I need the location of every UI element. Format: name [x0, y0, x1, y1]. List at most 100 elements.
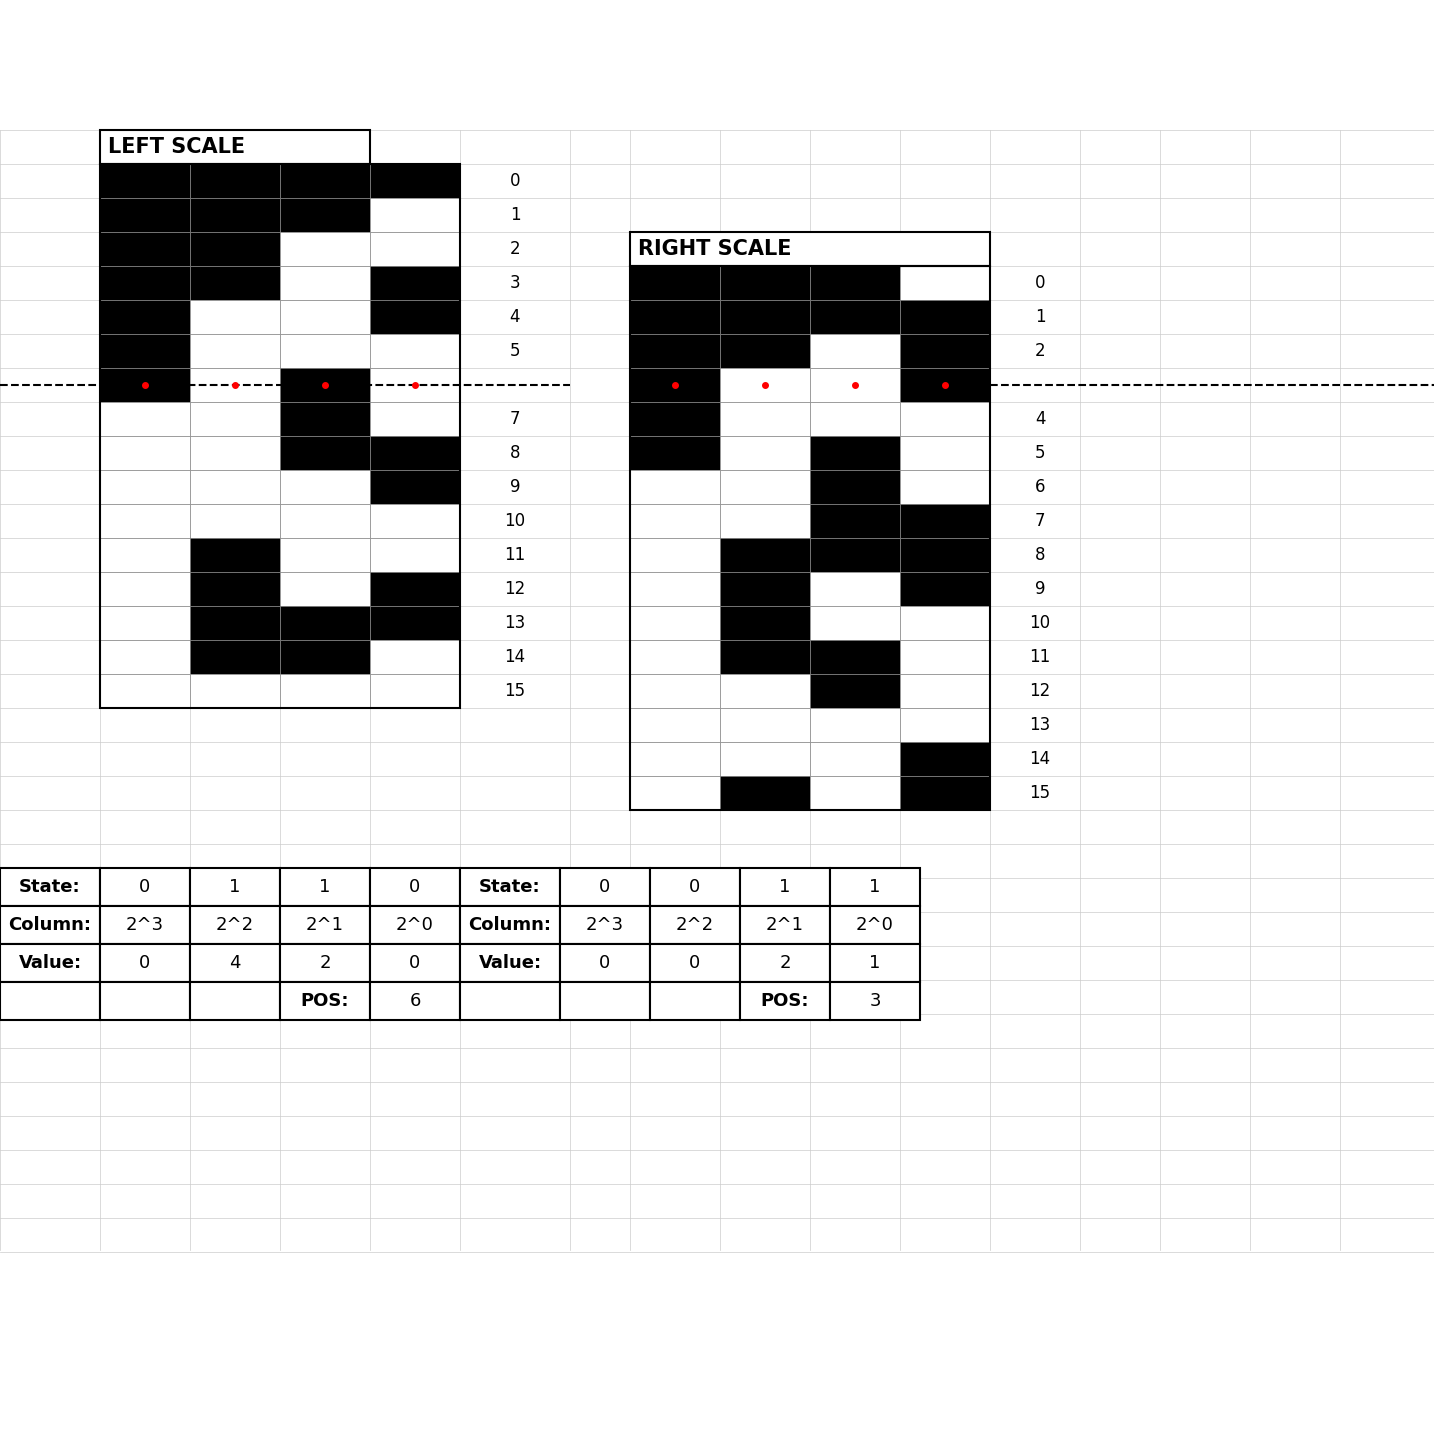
- Bar: [100, 198, 189, 232]
- Bar: [370, 503, 460, 538]
- Bar: [810, 402, 901, 436]
- Text: 3: 3: [509, 274, 521, 293]
- Text: 2: 2: [779, 954, 790, 972]
- Bar: [810, 470, 901, 503]
- Bar: [630, 436, 720, 470]
- Text: 1: 1: [320, 878, 331, 896]
- Bar: [100, 868, 189, 906]
- Text: Column:: Column:: [9, 916, 92, 934]
- Bar: [100, 232, 189, 265]
- Bar: [280, 470, 370, 503]
- Bar: [370, 300, 460, 334]
- Text: 0: 0: [139, 878, 151, 896]
- Text: 2^3: 2^3: [126, 916, 163, 934]
- Bar: [280, 572, 370, 607]
- Bar: [720, 402, 810, 436]
- Bar: [630, 402, 720, 436]
- Bar: [0, 944, 100, 982]
- Text: 2: 2: [1035, 341, 1045, 360]
- Bar: [650, 982, 740, 1020]
- Text: 8: 8: [509, 445, 521, 462]
- Bar: [189, 640, 280, 674]
- Bar: [810, 334, 901, 369]
- Text: 0: 0: [409, 954, 420, 972]
- Text: 1: 1: [229, 878, 241, 896]
- Text: 0: 0: [1035, 274, 1045, 293]
- Bar: [0, 982, 100, 1020]
- Bar: [720, 708, 810, 741]
- Text: 2: 2: [509, 239, 521, 258]
- Bar: [810, 300, 901, 334]
- Bar: [280, 868, 370, 906]
- Bar: [830, 944, 921, 982]
- Bar: [100, 674, 189, 708]
- Text: State:: State:: [479, 878, 541, 896]
- Text: 2^3: 2^3: [587, 916, 624, 934]
- Bar: [740, 982, 830, 1020]
- Bar: [720, 436, 810, 470]
- Bar: [280, 265, 370, 300]
- Bar: [370, 334, 460, 369]
- Bar: [561, 982, 650, 1020]
- Bar: [280, 982, 370, 1020]
- Bar: [100, 402, 189, 436]
- Bar: [901, 470, 989, 503]
- Bar: [370, 198, 460, 232]
- Bar: [189, 198, 280, 232]
- Bar: [630, 265, 989, 810]
- Text: 1: 1: [779, 878, 790, 896]
- Bar: [460, 868, 561, 906]
- Bar: [100, 982, 189, 1020]
- Text: 4: 4: [1035, 410, 1045, 427]
- Bar: [901, 265, 989, 300]
- Bar: [189, 470, 280, 503]
- Text: 0: 0: [599, 878, 611, 896]
- Bar: [100, 640, 189, 674]
- Bar: [189, 607, 280, 640]
- Text: 15: 15: [505, 683, 526, 700]
- Bar: [830, 982, 921, 1020]
- Bar: [901, 776, 989, 810]
- Bar: [280, 640, 370, 674]
- Bar: [100, 130, 370, 163]
- Bar: [100, 334, 189, 369]
- Bar: [650, 906, 740, 944]
- Text: 2: 2: [320, 954, 331, 972]
- Bar: [720, 300, 810, 334]
- Text: 1: 1: [869, 954, 880, 972]
- Bar: [280, 538, 370, 572]
- Bar: [189, 572, 280, 607]
- Bar: [810, 776, 901, 810]
- Text: 7: 7: [509, 410, 521, 427]
- Bar: [370, 572, 460, 607]
- Text: 2^1: 2^1: [766, 916, 804, 934]
- Bar: [901, 674, 989, 708]
- Bar: [460, 982, 561, 1020]
- Bar: [100, 163, 189, 198]
- Bar: [810, 369, 901, 402]
- Bar: [630, 369, 720, 402]
- Text: 10: 10: [505, 512, 526, 531]
- Text: 6: 6: [1035, 478, 1045, 496]
- Bar: [100, 572, 189, 607]
- Bar: [810, 265, 901, 300]
- Text: 11: 11: [505, 546, 526, 564]
- Text: POS:: POS:: [761, 992, 809, 1010]
- Bar: [280, 607, 370, 640]
- Bar: [630, 265, 720, 300]
- Bar: [100, 944, 189, 982]
- Text: 0: 0: [509, 172, 521, 189]
- Bar: [189, 232, 280, 265]
- Bar: [630, 708, 720, 741]
- Bar: [810, 708, 901, 741]
- Bar: [720, 369, 810, 402]
- Bar: [100, 300, 189, 334]
- Text: 7: 7: [1035, 512, 1045, 531]
- Bar: [100, 163, 460, 708]
- Bar: [720, 674, 810, 708]
- Bar: [810, 436, 901, 470]
- Text: Value:: Value:: [479, 954, 542, 972]
- Bar: [561, 868, 650, 906]
- Text: 13: 13: [505, 614, 526, 632]
- Bar: [830, 868, 921, 906]
